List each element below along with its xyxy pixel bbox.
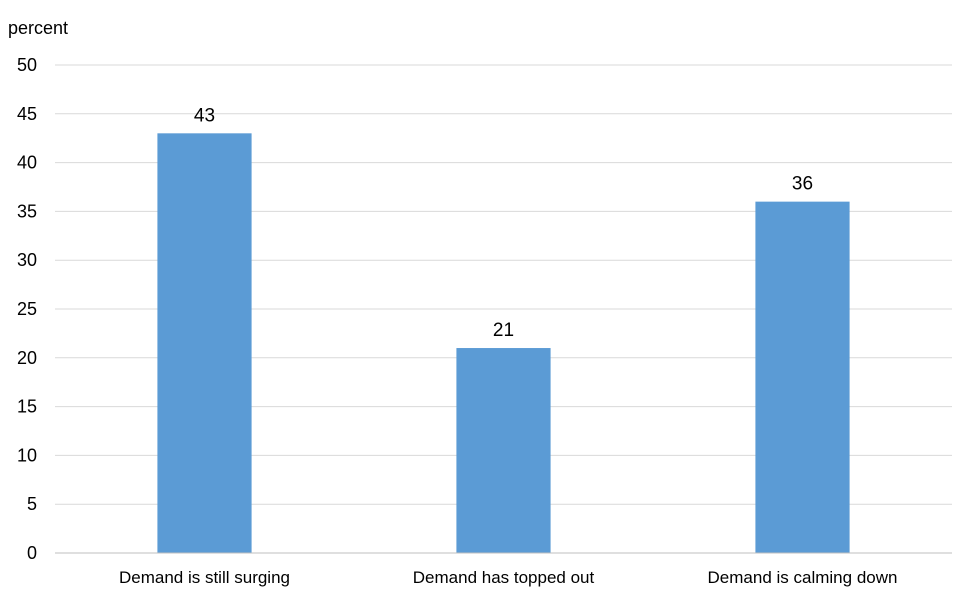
y-tick-label: 35: [17, 201, 37, 221]
category-label: Demand is still surging: [119, 568, 290, 587]
y-axis-ticks: 0 5 10 15 20 25 30 35 40 45 50: [17, 55, 37, 563]
y-tick-label: 15: [17, 397, 37, 417]
y-tick-label: 50: [17, 55, 37, 75]
y-tick-label: 45: [17, 104, 37, 124]
category-labels: Demand is still surging Demand has topped…: [119, 568, 897, 587]
data-label: 43: [194, 105, 215, 126]
data-labels: 43 21 36: [194, 105, 813, 341]
y-tick-label: 25: [17, 299, 37, 319]
data-label: 36: [792, 174, 813, 195]
bar: [755, 201, 850, 553]
y-tick-label: 5: [27, 494, 37, 514]
y-tick-label: 10: [17, 445, 37, 465]
y-tick-label: 30: [17, 250, 37, 270]
category-label: Demand has topped out: [413, 568, 595, 587]
y-tick-label: 20: [17, 348, 37, 368]
y-axis-unit-label: percent: [8, 18, 68, 38]
category-label: Demand is calming down: [708, 568, 898, 587]
bar: [456, 348, 551, 553]
y-tick-label: 0: [27, 543, 37, 563]
data-label: 21: [493, 320, 514, 341]
y-tick-label: 40: [17, 153, 37, 173]
bars: [157, 133, 850, 553]
bar: [157, 133, 252, 553]
